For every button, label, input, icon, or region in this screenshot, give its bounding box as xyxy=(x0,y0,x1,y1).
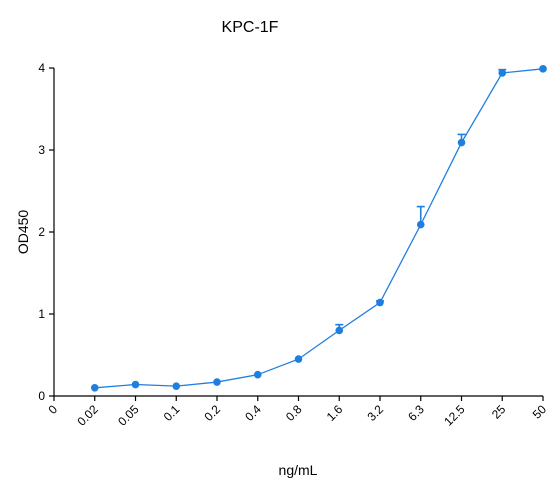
data-point xyxy=(416,220,425,229)
x-tick-label: 0.05 xyxy=(115,402,142,429)
data-point xyxy=(457,138,466,147)
x-tick-label: 6.3 xyxy=(405,402,427,424)
y-tick-label: 2 xyxy=(38,225,45,239)
series-line xyxy=(94,68,544,389)
data-point xyxy=(294,355,303,363)
x-tick-label: 0.02 xyxy=(74,402,101,429)
data-point xyxy=(253,370,262,379)
data-point xyxy=(335,326,344,335)
y-axis-label: OD450 xyxy=(15,210,31,255)
data-point xyxy=(376,298,384,307)
x-tick-label: 3.2 xyxy=(364,402,386,424)
data-point xyxy=(498,69,507,77)
x-tick-label: 0.2 xyxy=(201,402,223,424)
x-tick-label: 12.5 xyxy=(441,402,468,429)
series-layer xyxy=(90,65,547,392)
y-axis-ticks: 0 1 2 3 4 xyxy=(38,61,54,403)
data-point xyxy=(172,382,181,390)
data-point xyxy=(90,384,99,392)
y-tick-label: 1 xyxy=(38,307,45,321)
y-tick-label: 4 xyxy=(38,61,45,75)
y-tick-label: 0 xyxy=(38,389,45,403)
data-point xyxy=(539,65,547,73)
x-tick-label: 1.6 xyxy=(324,402,346,424)
chart-title: KPC-1F xyxy=(222,19,279,36)
x-axis-ticks: 0 0.02 0.05 0.1 0.2 0.4 0.8 1.6 3.2 6.3 12.5 25 50 xyxy=(45,396,549,429)
x-tick-label: 25 xyxy=(489,402,509,422)
y-tick-label: 3 xyxy=(38,143,45,157)
x-tick-label: 0 xyxy=(45,402,60,417)
x-tick-label: 0.8 xyxy=(283,402,305,424)
data-point xyxy=(131,380,140,389)
x-tick-label: 0.1 xyxy=(161,402,183,424)
x-tick-label: 50 xyxy=(530,402,550,422)
data-point xyxy=(213,378,221,386)
x-tick-label: 0.4 xyxy=(242,402,264,424)
x-axis-label: ng/mL xyxy=(279,462,318,478)
